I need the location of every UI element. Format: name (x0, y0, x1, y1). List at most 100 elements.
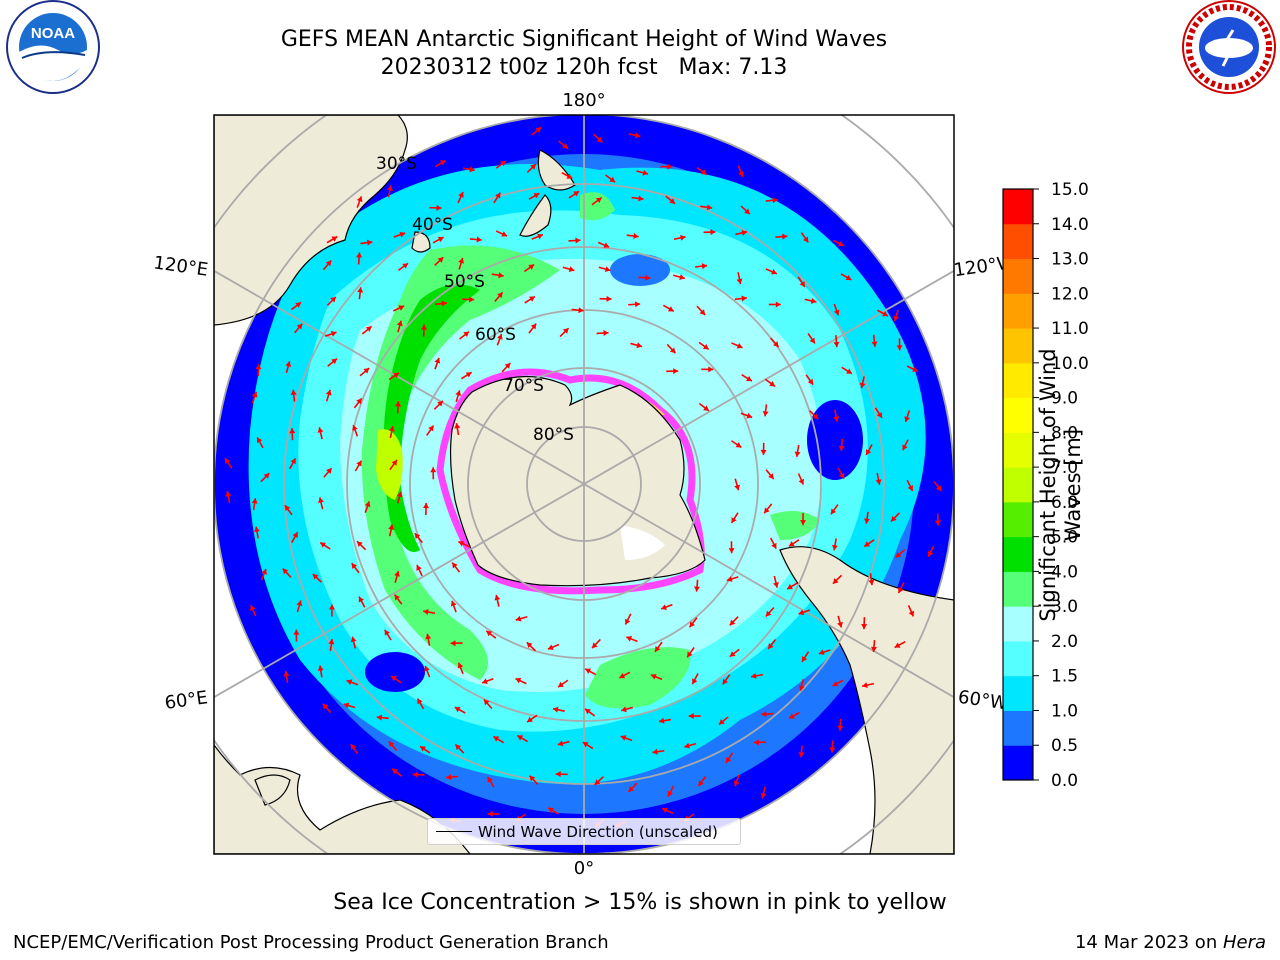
wave-direction-arrowhead (782, 233, 788, 240)
wave-direction-arrowhead (894, 642, 901, 648)
wave-direction-arrowhead (284, 505, 291, 512)
wave-direction-arrowhead (437, 257, 444, 263)
wave-direction-arrowhead (907, 485, 914, 491)
wave-direction-arrowhead (578, 307, 584, 314)
wave-direction-arrowhead (838, 472, 845, 479)
wave-direction-arrowhead (497, 292, 503, 299)
wave-direction-arrowhead (729, 619, 736, 626)
wave-direction-arrowhead (753, 739, 760, 746)
wave-direction-arrowhead (317, 665, 324, 671)
colorbar-frame (1002, 188, 1034, 781)
colorbar-tick-label: 0.0 (1051, 771, 1078, 791)
colorbar-tick-label: 15.0 (1051, 180, 1089, 200)
wave-direction-arrowhead (642, 169, 649, 176)
wave-direction-arrowhead (257, 437, 263, 444)
wave-direction-arrowhead (833, 309, 840, 316)
wave-direction-arrowhead (566, 173, 573, 179)
wave-direction-arrowhead (469, 296, 475, 303)
wave-direction-arrowhead (350, 636, 357, 643)
wave-direction-arrowhead (356, 196, 363, 203)
wave-direction-arrowhead (746, 375, 752, 382)
wave-direction-arrowhead (423, 503, 430, 509)
colorbar-segment (1003, 536, 1033, 572)
wave-direction-arrowhead (527, 716, 533, 723)
wave-direction-arrowhead (388, 741, 395, 748)
wave-direction-arrowhead (768, 643, 774, 649)
legend-label: Wind Wave Direction (unscaled) (478, 823, 718, 841)
lat-label-60s: 60°S (475, 325, 516, 345)
wave-direction-arrowhead (493, 736, 500, 742)
wave-direction-arrowhead (393, 372, 400, 379)
wave-direction-arrowhead (798, 478, 805, 485)
wave-direction-arrowhead (773, 341, 779, 348)
noaa-logo: NOAA (6, 0, 100, 94)
wave-direction-arrowhead (295, 302, 302, 308)
colorbar-segment (1003, 189, 1033, 225)
wave-direction-arrowhead (469, 166, 475, 173)
colorbar-tick-label: 1.5 (1051, 667, 1078, 687)
wave-direction-arrowhead (736, 278, 743, 285)
nws-logo (1182, 0, 1276, 94)
wave-direction-arrowhead (455, 390, 462, 396)
wave-direction-arrowhead (680, 234, 686, 241)
lon-label-120e: 120°E (152, 252, 209, 280)
wave-direction-arrowhead (645, 274, 651, 281)
wave-direction-arrowhead (282, 568, 289, 575)
wave-direction-arrowhead (738, 171, 744, 177)
wave-direction-arrowhead (771, 269, 777, 275)
wave-direction-arrowhead (251, 498, 258, 504)
colorbar-tick-label: 8.0 (1051, 423, 1078, 443)
wave-direction-arrowhead (352, 425, 358, 431)
wave-direction-arrowhead (769, 380, 776, 387)
wave-direction-arrowhead (652, 748, 658, 755)
wave-direction-arrowhead (679, 274, 685, 280)
wave-direction-arrowhead (802, 236, 809, 243)
wave-direction-arrowhead (530, 164, 536, 170)
wave-direction-arrowhead (487, 810, 493, 817)
colorbar-tick-label: 4.0 (1051, 562, 1078, 582)
wave-direction-arrowhead (832, 578, 839, 584)
wave-direction-arrowhead (356, 460, 362, 467)
wave-direction-arrowhead (807, 378, 814, 385)
wave-direction-arrowhead (603, 330, 609, 337)
wave-direction-arrowhead (458, 192, 464, 198)
colorbar-segment (1003, 675, 1033, 711)
wave-direction-arrowhead (396, 491, 403, 498)
wave-direction-arrowhead (441, 300, 447, 307)
wave-direction-arrowhead (585, 708, 591, 715)
wave-direction-arrowhead (744, 208, 750, 215)
wave-direction-arrowhead (764, 507, 770, 514)
wave-direction-arrowhead (692, 678, 698, 685)
wave-direction-arrowhead (859, 382, 866, 389)
wave-direction-arrowhead (592, 642, 598, 649)
wave-direction-arrowhead (701, 263, 708, 270)
wave-direction-arrowhead (487, 776, 493, 783)
wave-direction-arrowhead (251, 391, 258, 398)
colorbar-segment (1003, 223, 1033, 260)
wave-direction-arrowhead (357, 287, 364, 293)
wave-direction-arrowhead (428, 425, 434, 432)
wave-direction-arrowhead (454, 706, 461, 713)
wave-direction-arrowhead (346, 679, 353, 686)
wave-direction-arrowhead (547, 644, 554, 650)
wave-direction-arrowhead (326, 468, 332, 474)
wave-direction-arrowhead (768, 473, 774, 479)
wave-direction-arrowhead (225, 491, 232, 497)
wave-direction-arrowhead (562, 328, 569, 334)
wave-direction-arrowhead (833, 341, 840, 348)
wave-direction-arrowhead (325, 260, 332, 267)
wave-direction-arrowhead (741, 295, 747, 302)
wave-direction-arrowhead (317, 427, 324, 433)
wave-direction-arrowhead (455, 744, 462, 751)
footer-credit: NCEP/EMC/Verification Post Processing Pr… (13, 932, 609, 953)
wave-direction-arrowhead (328, 639, 335, 645)
wave-direction-arrowhead (609, 176, 616, 183)
wave-direction-arrowhead (832, 544, 838, 551)
noaa-logo-text: NOAA (31, 25, 75, 42)
land-masses (214, 115, 954, 854)
wave-direction-arrowhead (636, 342, 642, 349)
wave-direction-arrowhead (818, 649, 825, 656)
wave-direction-arrowhead (376, 714, 383, 721)
wave-direction-arrowhead (394, 571, 400, 577)
wave-direction-arrowhead (751, 672, 757, 679)
